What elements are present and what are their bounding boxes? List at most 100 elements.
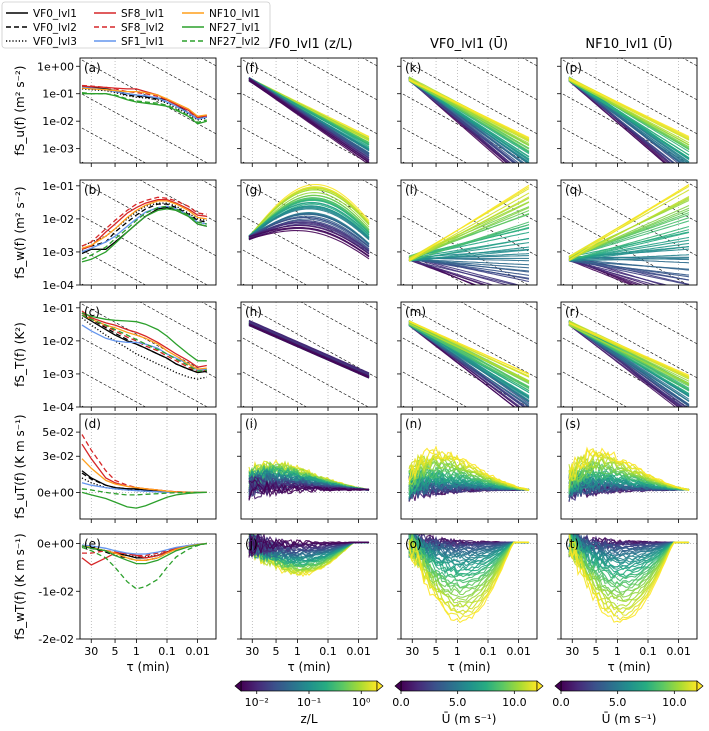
- colored-series-line: [408, 79, 530, 140]
- slope-reference-line: [300, 302, 377, 345]
- legend-label: SF8_lvl2: [121, 22, 164, 34]
- colored-series-line: [408, 323, 530, 388]
- x-axis-label: τ (min): [126, 660, 169, 674]
- colored-series-line: [408, 321, 530, 377]
- series-line-SF8_lvl1: [81, 199, 207, 250]
- slope-reference-line: [682, 180, 697, 189]
- colored-series-line: [408, 325, 530, 400]
- colorbar: 10⁻² 10⁻¹ 10⁰ z/L: [234, 680, 384, 726]
- colorbar-tick-label: 0.0: [392, 696, 410, 709]
- colorbar-bar: [400, 680, 538, 692]
- colorbar-extend-right: [376, 680, 384, 692]
- colored-series-line: [408, 80, 516, 163]
- y-tick-label: 1e-01: [42, 88, 74, 101]
- colored-series-line: [248, 227, 370, 258]
- panel-letter: (m): [405, 305, 426, 319]
- colored-series-line: [568, 80, 690, 159]
- colored-series-line: [568, 79, 690, 144]
- colored-series-line: [408, 325, 516, 407]
- panel-letter: (p): [565, 61, 582, 75]
- panel-e: (e) 30 5 1 0.1 0.01 0e+00 -1e-02 -2e-02 τ (min): [37, 533, 217, 674]
- slope-reference-line: [460, 58, 537, 101]
- x-tick-label: 30: [84, 645, 98, 658]
- colored-series-line: [568, 196, 690, 262]
- y-tick-label: -1e-02: [38, 585, 74, 598]
- y-tick-label: 0e+00: [37, 538, 74, 551]
- panel-r: (r): [557, 301, 698, 411]
- slope-reference-line: [522, 58, 537, 67]
- panel-i: (i): [237, 413, 378, 523]
- y-tick-label: 1e-03: [42, 143, 74, 156]
- column-title: VF0_lvl1 (Ū): [430, 37, 508, 52]
- panel-letter: (h): [245, 305, 262, 319]
- colorbar-extend-left: [394, 680, 402, 692]
- panel-letter: (n): [405, 417, 422, 431]
- slope-reference-line: [381, 156, 557, 253]
- colored-series-line: [248, 183, 370, 238]
- panel-plot-area: [401, 180, 537, 285]
- colored-series-line: [248, 77, 370, 159]
- series-line-VF0_lvl2: [81, 87, 207, 120]
- panel-frame: [240, 57, 378, 164]
- panel-plot-area: [401, 534, 537, 639]
- slope-reference-line: [221, 306, 397, 403]
- slope-reference-line: [682, 58, 697, 67]
- slope-reference-line: [460, 180, 537, 223]
- x-tick-label: 5: [433, 645, 440, 658]
- panel-letter: (e): [84, 537, 101, 551]
- y-tick-label: 1e-02: [42, 115, 74, 128]
- panel-plot-area: [241, 534, 377, 639]
- colored-series-line: [568, 260, 690, 276]
- y-axis-label: fS_T(f) (K²): [13, 322, 27, 387]
- colored-series-line: [248, 320, 370, 374]
- panel-plot-area: [561, 302, 697, 407]
- colored-series-line: [248, 323, 370, 378]
- panel-plot-area: [561, 58, 697, 163]
- colored-series-line: [408, 258, 530, 266]
- slope-reference-line: [682, 302, 697, 311]
- y-axis-label: fS_wT(f) (K m s⁻¹): [13, 533, 27, 639]
- panel-frame: [400, 179, 538, 286]
- colored-series-line: [249, 534, 370, 555]
- series-line-NF10_lvl1: [81, 87, 207, 117]
- legend-label: SF8_lvl1: [121, 8, 164, 20]
- colored-series-line: [408, 259, 518, 285]
- legend: VF0_lvl1 VF0_lvl2 VF0_lvl3 SF8_lvl1 SF8_lvl2…: [1, 1, 271, 49]
- colorbar-tick-label: 5.0: [449, 696, 467, 709]
- panel-plot-area: [80, 302, 216, 407]
- panel-plot-area: [80, 534, 216, 639]
- slope-reference-line: [201, 302, 216, 311]
- colored-series-line: [568, 323, 690, 402]
- colored-series-line: [568, 324, 680, 407]
- panel-m: (m): [381, 156, 557, 411]
- slope-reference-line: [80, 282, 85, 285]
- panel-plot-area: [561, 180, 697, 285]
- y-tick-label: 5e-02: [42, 426, 74, 439]
- y-tick-label: 1e-04: [42, 401, 74, 414]
- colored-series-line: [408, 237, 530, 262]
- colored-series-line: [408, 201, 530, 262]
- colorbar-bar: [560, 680, 698, 692]
- colored-series-line: [408, 259, 495, 285]
- colored-series-line: [568, 259, 633, 285]
- colored-series-line: [408, 258, 530, 269]
- slope-reference-line: [201, 180, 216, 189]
- colored-series-line: [248, 227, 370, 257]
- panel-frame: [400, 301, 538, 408]
- colored-series-line: [408, 320, 530, 375]
- panel-frame: [560, 57, 698, 164]
- series-line-NF27_lvl2: [81, 542, 207, 590]
- panel-frame: [560, 413, 698, 520]
- colored-series-line: [568, 447, 690, 491]
- y-tick-label: 1e+00: [37, 60, 74, 73]
- colored-series-line: [248, 208, 370, 241]
- series-line-SF8_lvl2: [81, 312, 207, 372]
- colored-series-line: [248, 77, 370, 162]
- colored-series-line: [248, 192, 370, 239]
- colored-series-line: [568, 257, 690, 262]
- slope-reference-line: [381, 0, 557, 9]
- x-tick-label: 0.01: [185, 645, 210, 658]
- colorbar: 0.0 5.0 10.0 Ū (m s⁻¹): [392, 680, 544, 726]
- panel-plot-area: [561, 534, 697, 639]
- colored-series-line: [248, 76, 370, 148]
